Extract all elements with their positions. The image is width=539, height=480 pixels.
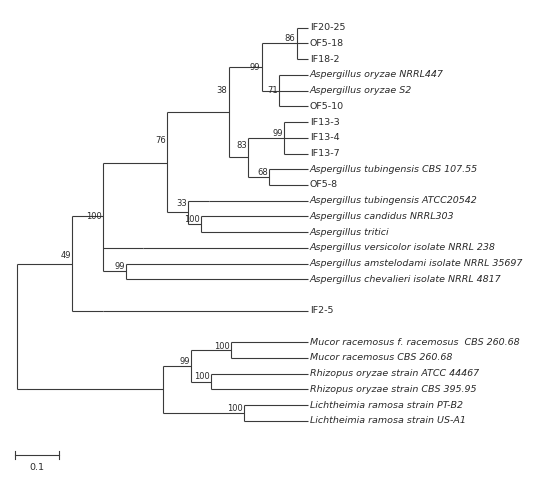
Text: Aspergillus chevalieri isolate NRRL 4817: Aspergillus chevalieri isolate NRRL 4817 <box>310 275 502 284</box>
Text: OF5-10: OF5-10 <box>310 102 344 111</box>
Text: Aspergillus candidus NRRL303: Aspergillus candidus NRRL303 <box>310 212 454 221</box>
Text: 38: 38 <box>217 86 227 95</box>
Text: 99: 99 <box>115 262 125 271</box>
Text: 68: 68 <box>257 168 268 177</box>
Text: Rhizopus oryzae strain ATCC 44467: Rhizopus oryzae strain ATCC 44467 <box>310 369 479 378</box>
Text: IF13-4: IF13-4 <box>310 133 340 142</box>
Text: Aspergillus tubingensis CBS 107.55: Aspergillus tubingensis CBS 107.55 <box>310 165 478 174</box>
Text: 71: 71 <box>267 86 278 95</box>
Text: 99: 99 <box>179 357 190 366</box>
Text: Aspergillus oryzae S2: Aspergillus oryzae S2 <box>310 86 412 95</box>
Text: 76: 76 <box>155 136 165 145</box>
Text: 83: 83 <box>236 141 247 150</box>
Text: Aspergillus oryzae NRRL447: Aspergillus oryzae NRRL447 <box>310 71 444 79</box>
Text: 33: 33 <box>176 199 186 208</box>
Text: Aspergillus amstelodami isolate NRRL 35697: Aspergillus amstelodami isolate NRRL 356… <box>310 259 523 268</box>
Text: OF5-8: OF5-8 <box>310 180 338 190</box>
Text: IF18-2: IF18-2 <box>310 55 340 64</box>
Text: Aspergillus versicolor isolate NRRL 238: Aspergillus versicolor isolate NRRL 238 <box>310 243 496 252</box>
Text: IF13-3: IF13-3 <box>310 118 340 127</box>
Text: 99: 99 <box>273 129 283 138</box>
Text: 86: 86 <box>285 34 295 43</box>
Text: 49: 49 <box>60 251 71 260</box>
Text: IF2-5: IF2-5 <box>310 306 334 315</box>
Text: OF5-18: OF5-18 <box>310 39 344 48</box>
Text: 100: 100 <box>213 342 230 351</box>
Text: Lichtheimia ramosa strain PT-B2: Lichtheimia ramosa strain PT-B2 <box>310 401 463 409</box>
Text: 100: 100 <box>184 215 199 224</box>
Text: IF13-7: IF13-7 <box>310 149 340 158</box>
Text: Mucor racemosus CBS 260.68: Mucor racemosus CBS 260.68 <box>310 353 452 362</box>
Text: IF20-25: IF20-25 <box>310 23 345 32</box>
Text: 99: 99 <box>250 62 260 72</box>
Text: 100: 100 <box>227 404 243 413</box>
Text: Aspergillus tritici: Aspergillus tritici <box>310 228 390 237</box>
Text: Mucor racemosus f. racemosus  CBS 260.68: Mucor racemosus f. racemosus CBS 260.68 <box>310 338 520 347</box>
Text: Rhizopus oryzae strain CBS 395.95: Rhizopus oryzae strain CBS 395.95 <box>310 385 476 394</box>
Text: Aspergillus tubingensis ATCC20542: Aspergillus tubingensis ATCC20542 <box>310 196 478 205</box>
Text: Lichtheimia ramosa strain US-A1: Lichtheimia ramosa strain US-A1 <box>310 416 466 425</box>
Text: 100: 100 <box>194 372 210 381</box>
Text: 0.1: 0.1 <box>30 463 45 472</box>
Text: 100: 100 <box>86 212 102 221</box>
